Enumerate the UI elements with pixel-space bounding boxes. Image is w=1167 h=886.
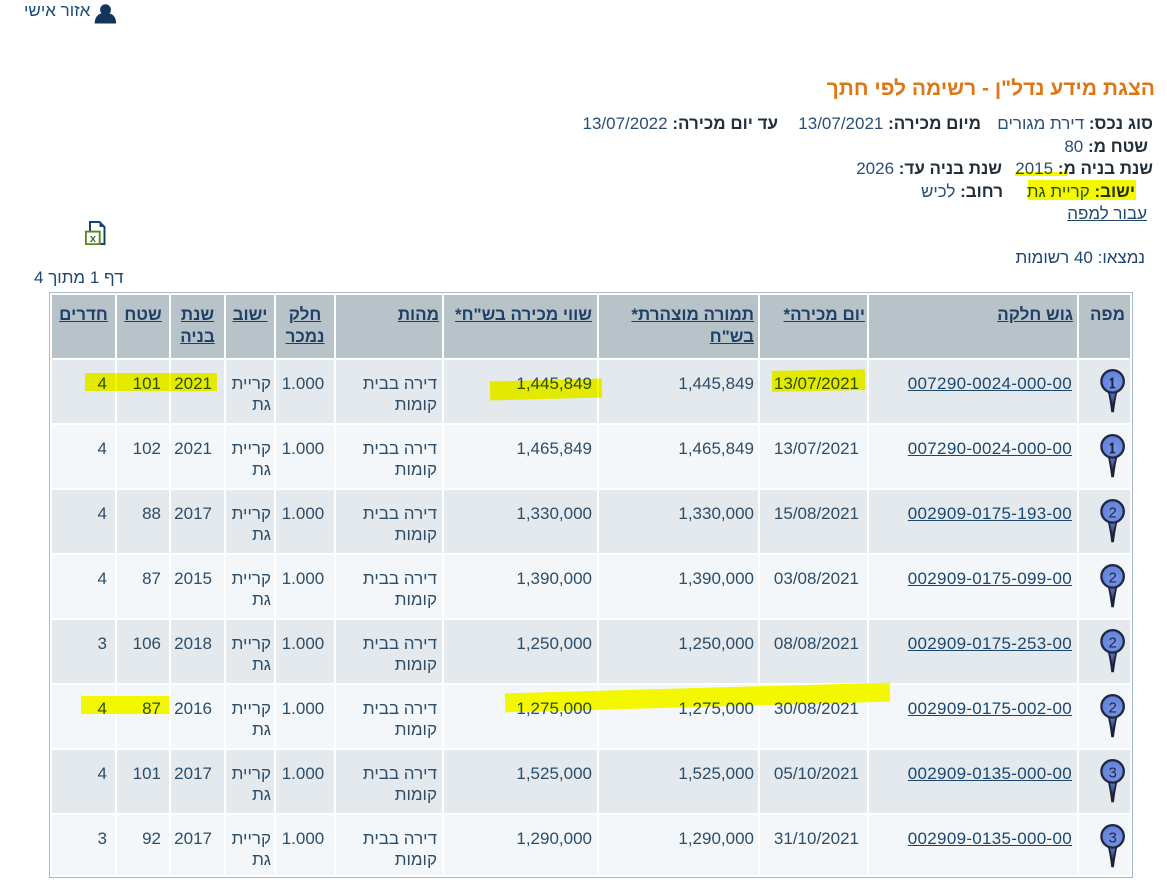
svg-text:2: 2 [1109, 570, 1117, 587]
svg-text:2: 2 [1109, 505, 1117, 522]
svg-text:3: 3 [1109, 765, 1117, 782]
svg-text:3: 3 [1109, 830, 1117, 847]
svg-text:2: 2 [1109, 700, 1117, 717]
svg-text:x: x [90, 233, 97, 245]
svg-text:2: 2 [1109, 635, 1117, 652]
